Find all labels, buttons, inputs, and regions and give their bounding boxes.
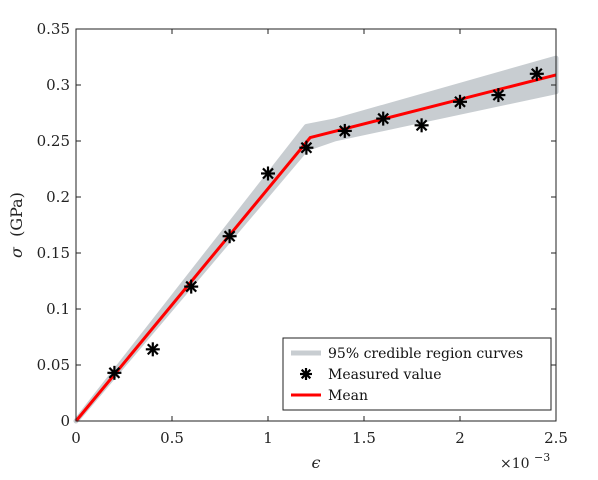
measured-point — [184, 279, 199, 294]
axes-frame — [75, 28, 557, 422]
measured-point — [107, 365, 122, 380]
x-axis-exponent: ×10 −3 — [500, 451, 550, 472]
y-axis-label-symbol: σ — [7, 246, 26, 258]
legend-item: Measured value — [300, 367, 442, 383]
measured-point — [491, 88, 506, 103]
y-tick-label: 0.2 — [46, 188, 70, 206]
y-tick-label: 0.25 — [37, 132, 70, 150]
legend-label: 95% credible region curves — [328, 346, 523, 362]
legend-swatch-asterisk — [300, 368, 312, 380]
measured-point — [414, 118, 429, 133]
x-axis-exponent-power: −3 — [534, 451, 550, 464]
x-tick-label: 1 — [263, 429, 273, 447]
measured-point — [376, 111, 391, 126]
y-tick-label: 0.3 — [46, 76, 70, 94]
legend-item: Mean — [291, 388, 368, 404]
legend: 95% credible region curves Measured value… — [282, 337, 552, 411]
measured-point — [299, 140, 314, 155]
legend-label: Measured value — [328, 367, 442, 383]
y-tick-label: 0.35 — [37, 20, 70, 38]
measured-point — [145, 342, 160, 357]
x-axis-label: ϵ — [312, 453, 321, 472]
measured-point — [222, 229, 237, 244]
x-tick-label: 1.5 — [352, 429, 376, 447]
legend-item: 95% credible region curves — [291, 346, 523, 362]
x-axis-exponent-base: ×10 — [500, 456, 530, 472]
legend-box — [282, 337, 552, 411]
x-tick-label: 0 — [71, 429, 81, 447]
x-tick-label: 2.5 — [544, 429, 568, 447]
axis-ticks: 0 0.5 1 1.5 2 2.5 0 0.05 0.1 0.15 0.2 0.25 0.3 0.35 — [37, 20, 568, 447]
measured-point — [453, 94, 467, 109]
y-tick-label: 0.05 — [37, 356, 70, 374]
y-axis-label-unit: (GPa) — [7, 192, 26, 237]
x-tick-label: 0.5 — [160, 429, 184, 447]
legend-label: Mean — [328, 388, 368, 404]
mean-line — [74, 73, 557, 422]
measured-point — [529, 66, 544, 81]
y-axis-label: σ (GPa) — [7, 192, 26, 258]
x-tick-label: 2 — [455, 429, 465, 447]
measured-point — [261, 166, 275, 181]
measured-point — [337, 123, 352, 138]
y-tick-label: 0.15 — [37, 244, 70, 262]
y-tick-label: 0.1 — [46, 300, 70, 318]
y-tick-label: 0 — [60, 412, 70, 430]
